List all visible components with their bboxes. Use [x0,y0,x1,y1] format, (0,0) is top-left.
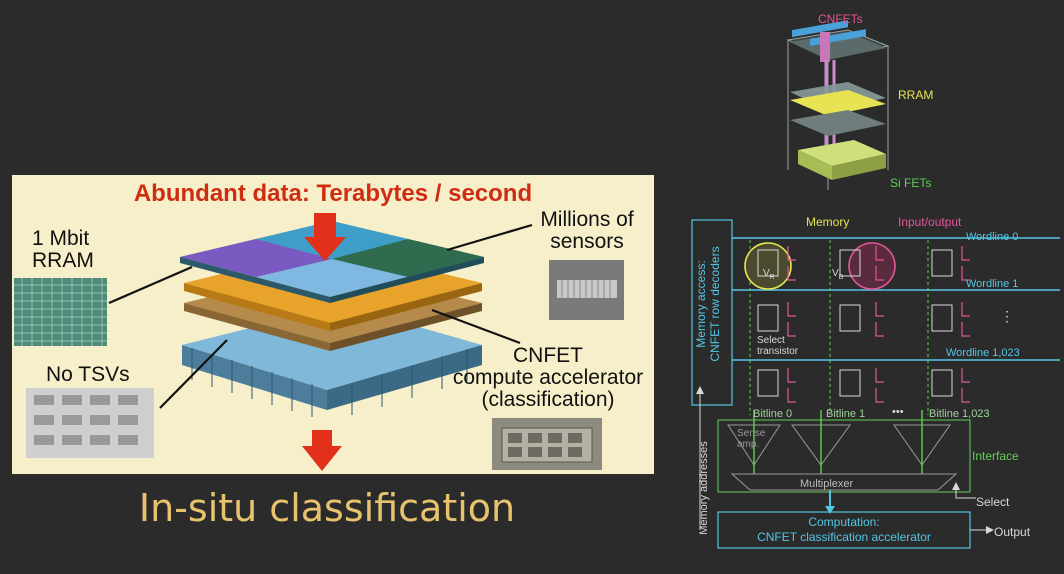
no-tsvs-thumbnail [26,388,154,458]
bitline-0-label: Bitline 0 [753,408,793,420]
rram-label: 1 Mbit RRAM [32,227,94,272]
multiplexer-shape [730,473,958,491]
rram-stack-label: RRAM [898,88,934,102]
wordline-0-label: Wordline 0 [966,231,1019,243]
rram-array-thumbnail [14,278,107,346]
interface-box [717,419,971,493]
output-label: Output [994,525,1031,539]
monolithic-3d-stack [786,20,890,190]
cnfet-accelerator-label: CNFET compute accelerator (classificatio… [452,344,644,411]
sensors-label: Millions of sensors [540,208,634,253]
row-decoder-label-wrap: Memory access: CNFET row decoders [686,236,730,376]
bitline-dots: ••• [892,406,904,418]
row-decoder-label: Memory access: CNFET row decoders [694,246,722,362]
bitline-1023-label: Bitline 1,023 [929,408,990,420]
v-r-label: VR [763,268,775,281]
input-output-label: Input/output [898,215,962,229]
cnfet-pointer-line [431,308,521,345]
memory-cell-highlight [744,242,792,290]
sensors-thumbnail [549,260,624,320]
select-label: Select [976,495,1010,509]
wordline-1023-label: Wordline 1,023 [946,347,1020,359]
io-transistors [787,246,970,403]
memory-label: Memory [806,215,850,229]
rram-layer [790,82,886,116]
rram-pointer-line [108,265,193,305]
select-transistor-label: Select transistor [757,335,799,357]
bitline-1-label: Bitline 1 [826,408,866,420]
input-data-arrow [304,213,346,261]
cnfet-layer [790,20,886,62]
slide-caption: In-situ classification [138,486,516,530]
panel-title: Abundant data: Terabytes / second [133,180,533,207]
si-fets-label: Si FETs [890,176,932,190]
sense-amp-label: Sense amp. [737,428,766,450]
row-continuation-dots: ⋮ [1000,308,1014,324]
chip-illustration-panel: Abundant data: Terabytes / second [12,175,654,474]
interface-label: Interface [972,449,1019,463]
no-tsvs-label: No TSVs [46,363,130,386]
accelerator-die-thumbnail [492,418,602,470]
chip-stack-illustration [14,213,624,471]
output-arrow [302,430,342,471]
computation-label: Computation: CNFET classification accele… [757,515,931,544]
memory-cells [744,242,953,397]
wordline-1-label: Wordline 1 [966,278,1019,290]
tsv-pointer-line [159,339,228,409]
v-b-label: VB [832,268,844,281]
memory-addresses-label: Memory addresses [698,441,710,535]
cnfets-label: CNFETs [818,12,863,26]
circuit-schematic [691,219,1060,549]
multiplexer-label: Multiplexer [800,478,854,490]
sensors-pointer-line [446,223,533,252]
si-fet-layer [790,110,886,180]
row-decoder-box [691,219,733,406]
